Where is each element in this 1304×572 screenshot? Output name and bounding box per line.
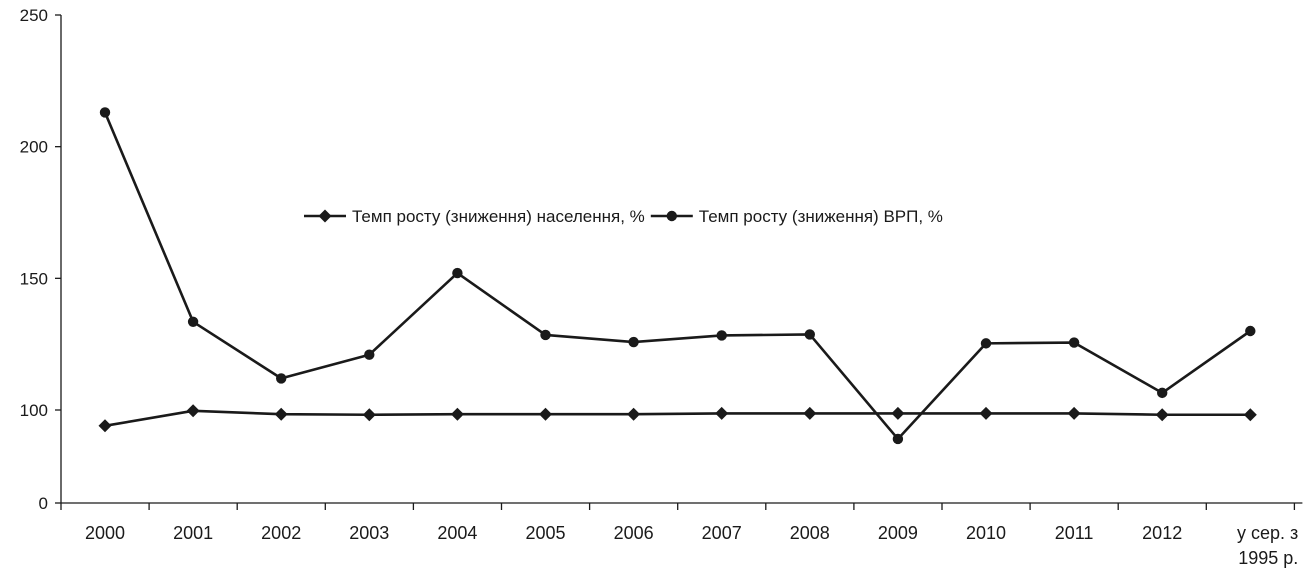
x-tick-label: 2011 — [1055, 523, 1094, 543]
y-tick-label: 100 — [20, 401, 48, 420]
data-point-diamond — [1067, 406, 1081, 420]
data-point-circle — [99, 107, 111, 118]
data-point-diamond — [1155, 408, 1169, 422]
x-axis-labels: 2000 2001 2002 2003 2004 2005 2006 2007 2008 2009… — [85, 523, 1298, 568]
y-tick-label: 200 — [20, 138, 48, 157]
data-point-circle — [276, 373, 287, 384]
axes — [55, 14, 1303, 510]
x-tick-label: 2008 — [790, 523, 830, 543]
data-point-circle — [1068, 337, 1080, 348]
data-point-circle — [716, 330, 727, 341]
legend-label: Темп росту (зниження) населення, % — [352, 207, 645, 226]
x-tick-label: 2002 — [261, 523, 301, 543]
x-tick-label: 2003 — [349, 523, 389, 543]
data-point-diamond — [715, 406, 729, 420]
data-point-diamond — [539, 407, 552, 421]
legend-marker-diamond — [318, 209, 332, 223]
x-tick-label: 2009 — [878, 523, 918, 543]
data-point-diamond — [274, 407, 288, 421]
legend-marker-circle — [666, 210, 677, 222]
data-point-diamond — [803, 406, 817, 420]
series-line-2 — [103, 111, 1252, 441]
y-tick-label: 150 — [20, 269, 48, 288]
x-tick-label: 2010 — [966, 523, 1006, 543]
legend: Темп росту (зниження) населення, % Темп р… — [304, 207, 943, 226]
data-point-diamond — [1243, 408, 1257, 422]
data-point-circle — [452, 267, 463, 279]
data-point-circle — [364, 349, 375, 360]
data-point-circle — [980, 338, 992, 349]
data-point-diamond — [450, 407, 464, 421]
x-tick-label: 2004 — [437, 523, 477, 543]
x-tick-label: 2007 — [702, 523, 742, 543]
data-point-circle — [187, 316, 199, 327]
data-point-diamond — [891, 406, 905, 420]
x-tick-label: 2006 — [614, 523, 654, 543]
data-point-diamond — [362, 408, 376, 422]
data-point-diamond — [627, 407, 641, 421]
data-point-circle — [804, 329, 815, 340]
x-tick-label: 2001 — [173, 523, 213, 543]
data-point-circle — [1245, 325, 1256, 337]
x-tick-label: 2000 — [85, 523, 125, 543]
x-tick-label: 2005 — [525, 523, 565, 543]
y-axis-labels: 0 100 150 200 250 — [20, 6, 48, 513]
x-tick-label: 1995 р. — [1238, 548, 1298, 568]
data-point-diamond — [98, 419, 112, 433]
data-point-diamond — [979, 406, 993, 420]
data-point-circle — [1157, 387, 1168, 399]
data-point-circle — [892, 433, 904, 445]
series-layer — [98, 107, 1257, 445]
y-tick-label: 0 — [39, 494, 48, 513]
data-point-circle — [628, 336, 639, 348]
data-point-diamond — [186, 404, 200, 418]
data-point-circle — [540, 329, 551, 341]
y-tick-label: 250 — [20, 6, 48, 25]
x-tick-label: 2012 — [1142, 523, 1182, 543]
legend-label: Темп росту (зниження) ВРП, % — [699, 207, 943, 226]
x-tick-label: у сер. з — [1237, 523, 1298, 543]
series-line-1 — [104, 409, 1251, 428]
